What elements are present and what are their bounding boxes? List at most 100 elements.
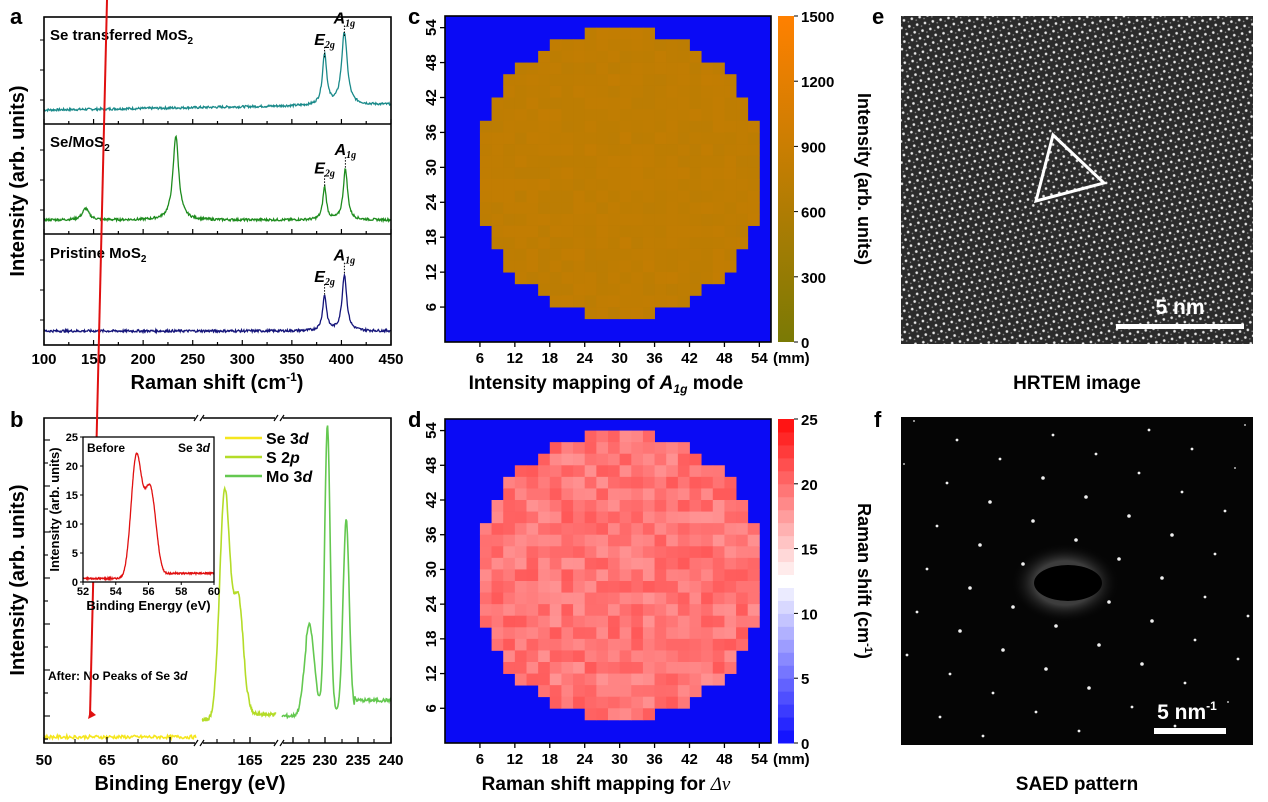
panel-c-colorbar: [778, 16, 794, 342]
map-cell: [689, 167, 702, 180]
map-cell: [677, 132, 690, 145]
map-cell: [654, 511, 667, 524]
map-cell: [561, 488, 574, 501]
map-cell: [654, 604, 667, 617]
map-cell: [549, 109, 562, 122]
map-cell: [538, 523, 551, 536]
map-cell: [584, 615, 597, 628]
map-cell: [608, 179, 621, 192]
map-cell: [654, 283, 667, 296]
map-cell: [666, 39, 679, 52]
x-tick-label: 30: [611, 751, 628, 768]
map-cell: [712, 144, 725, 157]
map-cell: [689, 592, 702, 605]
map-cell: [608, 696, 621, 709]
map-cell: [619, 685, 632, 698]
map-cell: [666, 476, 679, 489]
map-cell: [631, 592, 644, 605]
map-cell: [503, 120, 516, 133]
map-cell: [712, 638, 725, 651]
map-cell: [584, 696, 597, 709]
panel-letter-d: d: [408, 407, 421, 432]
map-cell: [619, 696, 632, 709]
map-cell: [549, 155, 562, 168]
saed-scale-bar: [1154, 728, 1226, 734]
map-cell: [573, 523, 586, 536]
map-cell: [514, 213, 527, 226]
map-cell: [549, 442, 562, 455]
xps-inset-chart: 52 54 56 58 60 0 5 10 15 20 25 Before Se 3d Binding E…: [47, 432, 220, 613]
map-cell: [619, 615, 632, 628]
map-cell: [631, 237, 644, 250]
map-cell: [631, 295, 644, 308]
map-cell: [491, 155, 504, 168]
saed-caption: SAED pattern: [1016, 774, 1138, 795]
map-cell: [503, 144, 516, 157]
map-cell: [573, 39, 586, 52]
map-cell: [666, 511, 679, 524]
legend-label: Se 3d: [266, 431, 310, 448]
map-cell: [642, 97, 655, 110]
map-cell: [642, 167, 655, 180]
x-tick-label: 200: [131, 351, 156, 368]
map-cell: [538, 190, 551, 203]
map-cell: [701, 167, 714, 180]
diffraction-spot: [1001, 648, 1005, 652]
map-cell: [654, 673, 667, 686]
map-cell: [619, 708, 632, 721]
map-cell: [689, 260, 702, 273]
map-cell: [596, 85, 609, 98]
diffraction-spot: [1087, 686, 1091, 690]
map-cell: [689, 523, 702, 536]
map-cell: [712, 523, 725, 536]
axis-break-mark: [273, 414, 279, 422]
map-cell: [712, 85, 725, 98]
map-cell: [724, 534, 737, 547]
red-arrow-shaft: [89, 0, 108, 717]
map-cell: [666, 546, 679, 559]
map-cell: [701, 85, 714, 98]
map-cell: [491, 190, 504, 203]
map-cell: [666, 50, 679, 63]
map-cell: [584, 213, 597, 226]
map-cell: [736, 155, 749, 168]
map-cell: [596, 638, 609, 651]
inset-y-tick-label: 20: [66, 461, 78, 473]
map-cell: [561, 109, 574, 122]
map-cell: [503, 500, 516, 512]
inset-y-tick-label: 15: [66, 490, 78, 502]
map-cell: [503, 627, 516, 640]
map-cell: [631, 85, 644, 98]
map-cell: [561, 62, 574, 75]
panel-letter-a: a: [10, 4, 23, 29]
map-cell: [677, 488, 690, 501]
colorbar-step: [778, 470, 794, 485]
map-cell: [608, 453, 621, 466]
colorbar-step: [778, 691, 794, 705]
map-cell: [584, 39, 597, 52]
axis-break-mark: [199, 739, 205, 747]
map-cell: [631, 615, 644, 628]
map-cell: [666, 155, 679, 168]
map-cell: [689, 557, 702, 570]
map-cell: [619, 283, 632, 296]
map-cell: [689, 662, 702, 674]
map-cell: [701, 144, 714, 157]
map-cell: [701, 500, 714, 512]
map-cell: [596, 708, 609, 721]
map-cell: [689, 488, 702, 501]
map-cell: [701, 62, 714, 75]
map-cell: [479, 546, 492, 559]
map-cell: [584, 511, 597, 524]
y-tick-label: 30: [423, 159, 440, 176]
map-cell: [677, 638, 690, 651]
map-cell: [689, 202, 702, 215]
panel-a-raman-spectra: 100 150 200 250 300 350 400 450 E2gA1gE2gA1gE2g…: [7, 10, 404, 394]
map-cell: [677, 615, 690, 628]
map-cell: [654, 662, 667, 674]
x-tick-label: 36: [646, 350, 663, 367]
map-cell: [701, 557, 714, 570]
inset-bg: [83, 437, 214, 582]
map-cell: [538, 74, 551, 87]
colorbar-tick-label: 1500: [801, 9, 834, 26]
